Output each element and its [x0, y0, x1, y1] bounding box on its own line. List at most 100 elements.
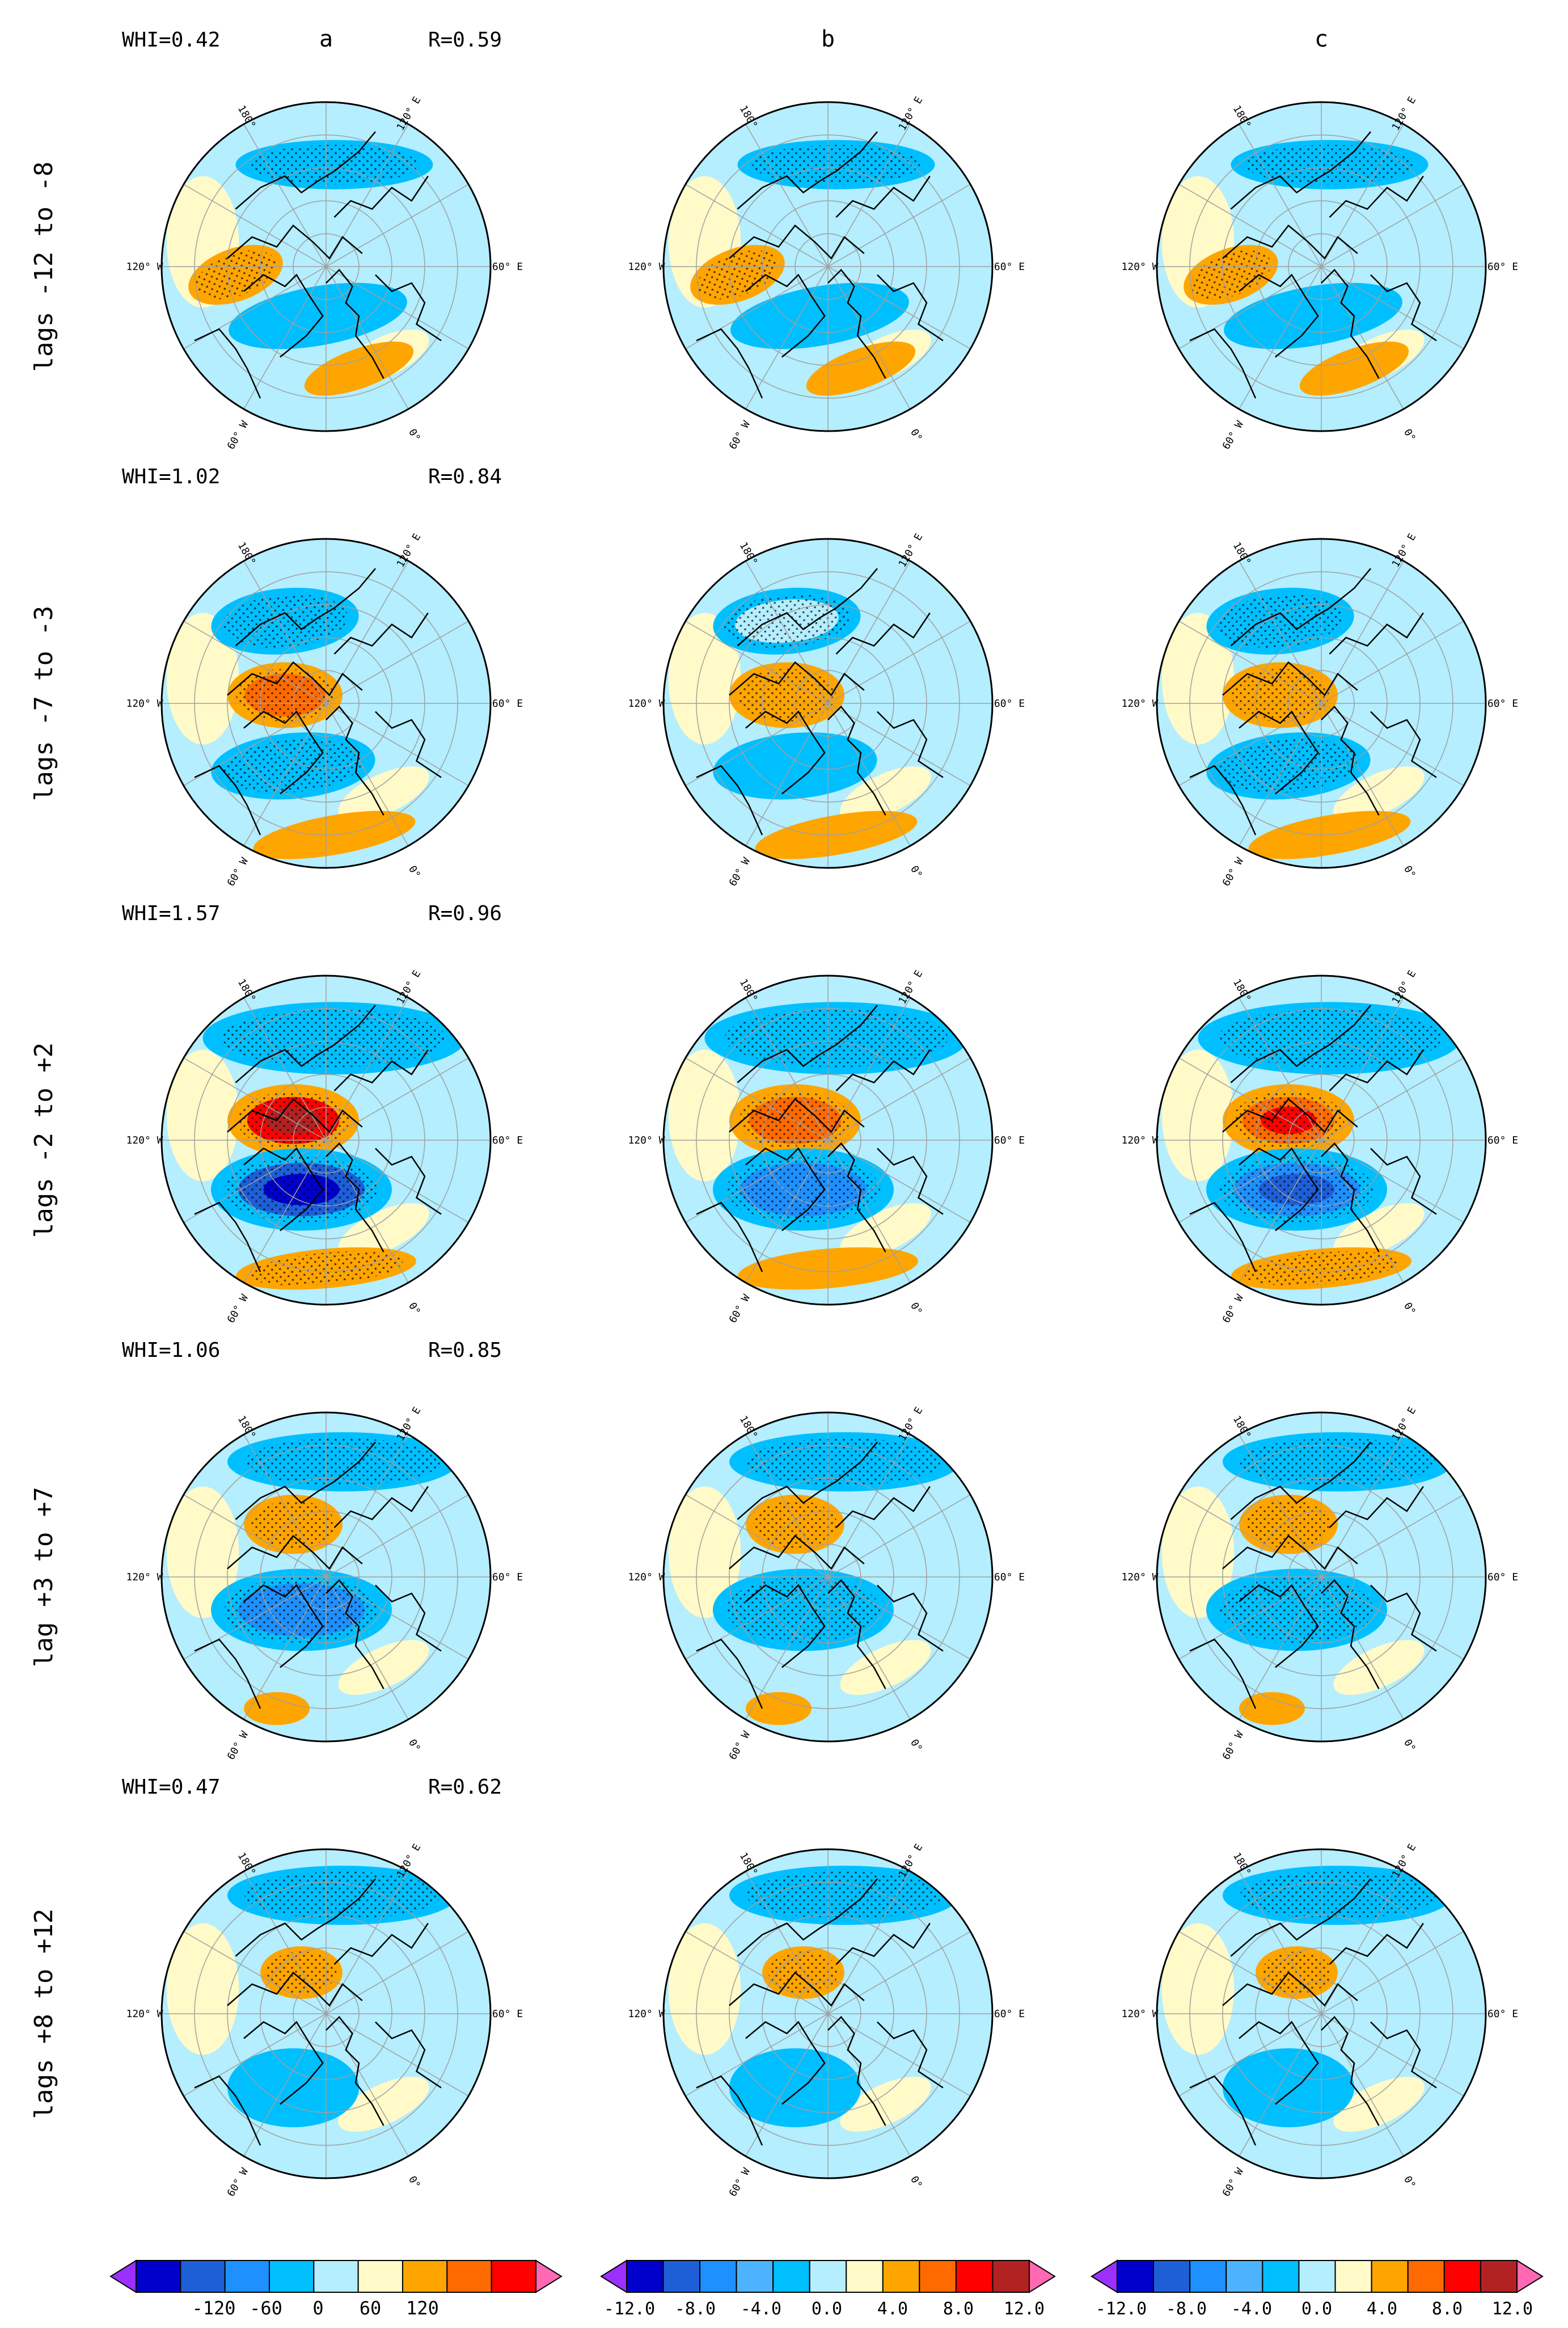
r-value-2: R=0.84	[428, 465, 502, 488]
neutral-patch	[668, 613, 741, 745]
colorbar-segment	[772, 2260, 810, 2293]
r-value-3: R=0.96	[428, 902, 502, 925]
lon-label-60e: 60° E	[492, 2008, 523, 2020]
colorbar-segment	[1480, 2260, 1518, 2293]
colorbar-segment	[224, 2260, 270, 2293]
lon-label-0: 0°	[908, 2174, 924, 2191]
map-border	[160, 1848, 492, 2179]
map-border	[160, 101, 492, 432]
lon-label-60w: 60° W	[1220, 855, 1246, 888]
colorbar-segment	[1189, 2260, 1227, 2293]
lon-label-60e: 60° E	[994, 1571, 1025, 1583]
lon-label-0: 0°	[1401, 864, 1418, 880]
significance-stipple	[1218, 1009, 1442, 1068]
row-label-3: lags -2 to +2	[29, 1043, 58, 1238]
graticule	[1157, 539, 1486, 868]
whi-value-4: WHI=1.06	[122, 1339, 220, 1362]
cbar1-tick-4: 60	[360, 2297, 382, 2319]
lon-label-120w: 120° W	[628, 698, 665, 710]
colorbar-extend-low	[109, 2259, 137, 2293]
coastline	[696, 131, 944, 399]
cbar3-tick-6: 8.0	[1432, 2299, 1463, 2319]
graticule	[1157, 1849, 1486, 2178]
anomaly-contour	[1299, 341, 1409, 396]
lon-label-120w: 120° W	[628, 2008, 665, 2020]
colorbar-segment	[846, 2260, 884, 2293]
lon-label-0: 0°	[406, 1737, 422, 1754]
map-border	[662, 1848, 994, 2179]
neutral-patch	[338, 766, 429, 821]
colorbar-3	[1091, 2259, 1544, 2293]
colorbar-extend-low	[600, 2259, 627, 2293]
lon-label-60w: 60° W	[727, 419, 753, 452]
colorbar-segment	[626, 2260, 664, 2293]
lon-label-60w: 60° W	[727, 1729, 753, 1762]
lon-label-60w: 60° W	[1220, 1729, 1246, 1762]
colorbar-extend-high	[1516, 2259, 1544, 2293]
colorbar-segment	[1371, 2260, 1409, 2293]
lon-label-60e: 60° E	[492, 261, 523, 273]
lon-label-0: 0°	[908, 1737, 924, 1754]
significance-stipple	[1219, 739, 1358, 793]
lon-label-60w: 60° W	[225, 419, 251, 452]
lon-label-0: 0°	[406, 2174, 422, 2191]
lon-label-120w: 120° W	[126, 2008, 163, 2020]
significance-stipple	[224, 1157, 379, 1222]
cbar2-tick-5: 4.0	[877, 2299, 908, 2319]
colorbar-segment	[809, 2260, 847, 2293]
colorbar-segment	[1334, 2260, 1372, 2293]
anomaly-contour	[730, 282, 909, 349]
colorbar-segment	[662, 2260, 701, 2293]
lon-label-60e: 60° E	[994, 261, 1025, 273]
neutral-patch	[840, 1203, 931, 1258]
significance-stipple	[752, 145, 920, 184]
graticule	[663, 1849, 992, 2178]
cbar2-tick-1: -12.0	[604, 2299, 655, 2319]
colorbar-segment	[402, 2260, 448, 2293]
significance-stipple	[223, 739, 363, 793]
colorbar-segment	[1443, 2260, 1481, 2293]
lon-label-60w: 60° W	[225, 855, 251, 888]
lon-label-0: 0°	[908, 1301, 924, 1317]
graticule	[162, 1849, 491, 2178]
map-border	[1156, 975, 1487, 1306]
significance-stipple	[724, 594, 850, 648]
lon-label-120w: 120° W	[628, 261, 665, 273]
coastline	[194, 1441, 442, 1709]
neutral-patch	[166, 1923, 239, 2055]
lon-label-60w: 60° W	[727, 2166, 753, 2199]
lon-label-60e: 60° E	[1487, 1135, 1518, 1146]
colorbar-2	[600, 2259, 1056, 2293]
lon-label-120w: 120° W	[1121, 1135, 1158, 1146]
graticule	[162, 102, 491, 431]
significance-stipple	[224, 1577, 379, 1643]
r-value-1: R=0.59	[428, 28, 502, 52]
coastline	[194, 1005, 442, 1272]
cbar1-tick-2: -60	[250, 2297, 282, 2319]
cbar2-tick-4: 0.0	[812, 2299, 842, 2319]
cbar1-tick-1: -120	[192, 2297, 235, 2319]
significance-stipple	[1231, 669, 1329, 722]
neutral-patch	[338, 1203, 429, 1258]
coastline	[194, 131, 442, 399]
colorbar-segment	[1153, 2260, 1191, 2293]
significance-stipple	[768, 1951, 839, 1994]
map-border	[160, 975, 492, 1306]
lon-label-0: 0°	[406, 1301, 422, 1317]
graticule	[663, 102, 992, 431]
colorbar-segment	[1407, 2260, 1445, 2293]
cbar1-tick-3: 0	[312, 2297, 323, 2319]
neutral-patch	[668, 1049, 741, 1182]
lon-label-120w: 120° W	[628, 1571, 665, 1583]
cbar2-tick-7: 12.0	[1004, 2299, 1045, 2319]
lon-label-120w: 120° W	[126, 1571, 163, 1583]
coastline	[1189, 1441, 1437, 1709]
row-label-2: lags -7 to -3	[29, 606, 58, 801]
map-border	[662, 101, 994, 432]
neutral-patch	[1161, 1923, 1235, 2055]
neutral-patch	[338, 1640, 429, 1695]
